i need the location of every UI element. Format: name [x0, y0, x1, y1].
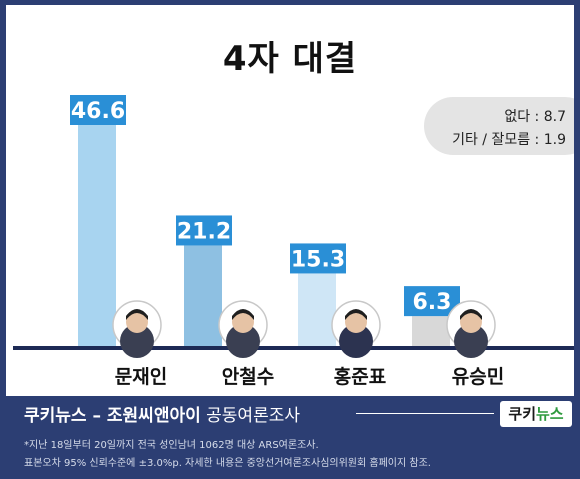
kukinews-logo: 쿠키뉴스	[500, 401, 572, 427]
value-label-bg-1	[70, 95, 126, 125]
bar-3	[298, 273, 336, 346]
photo-hair-4	[460, 309, 482, 320]
bar-2	[184, 245, 222, 346]
photo-face-4	[460, 311, 482, 333]
photo-hair-1	[126, 309, 148, 320]
photo-hair-3	[345, 309, 367, 320]
survey-note-2: 표본오차 95% 신뢰수준에 ±3.0%p. 자세한 내용은 중앙선거여론조사심…	[24, 458, 431, 469]
other-response-none: 없다 : 8.7	[504, 109, 566, 125]
photo-hair-2	[232, 309, 254, 320]
footer-divider	[356, 413, 494, 414]
value-label-4: 6.3	[413, 290, 452, 315]
photo-face-3	[345, 311, 367, 333]
bar-chart: 46.6 21.2 15.3 6.3 문재인 안철수 홍준표 유승민	[13, 95, 574, 388]
other-response-unknown: 기타 / 잘모름 : 1.9	[452, 132, 566, 148]
brand-name: 쿠키뉴스	[24, 406, 87, 426]
chart-card: 4자 대결 없다 : 8.7 기타 / 잘모름 : 1.9 46.6 21.2 15…	[6, 5, 574, 396]
photo-face-1	[126, 311, 148, 333]
chart-title: 4자 대결	[222, 39, 358, 79]
value-label-3: 15.3	[291, 247, 345, 272]
value-label-2: 21.2	[177, 219, 231, 244]
category-label-3: 홍준표	[334, 365, 386, 388]
photo-suit-4	[454, 324, 488, 358]
photo-suit-3	[339, 324, 373, 358]
joint-survey-label: 공동여론조사	[200, 406, 300, 426]
photo-suit-2	[226, 324, 260, 358]
value-label-1: 46.6	[71, 99, 125, 124]
value-label-bg-3	[290, 243, 346, 274]
x-axis-baseline	[13, 346, 574, 350]
other-responses-box: 없다 : 8.7 기타 / 잘모름 : 1.9	[424, 97, 574, 155]
pollster-name: 조원씨앤아이	[106, 406, 201, 426]
category-label-4: 유승민	[452, 366, 504, 388]
bar-4	[412, 316, 450, 346]
photo-suit-1	[120, 324, 154, 358]
value-label-bg-2	[176, 215, 232, 246]
footer-brand: 쿠키뉴스 – 조원씨앤아이 공동여론조사	[24, 401, 300, 426]
bar-1	[78, 125, 116, 346]
logo-text-a: 쿠키	[508, 405, 536, 423]
category-label-1: 문재인	[115, 366, 167, 388]
brand-separator: –	[86, 406, 107, 426]
survey-note-1: *지난 18일부터 20일까지 전국 성인남녀 1062명 대상 ARS여론조사…	[24, 440, 319, 451]
photo-face-2	[232, 311, 254, 333]
category-label-2: 안철수	[222, 366, 274, 388]
logo-text-b: 뉴스	[536, 405, 564, 423]
